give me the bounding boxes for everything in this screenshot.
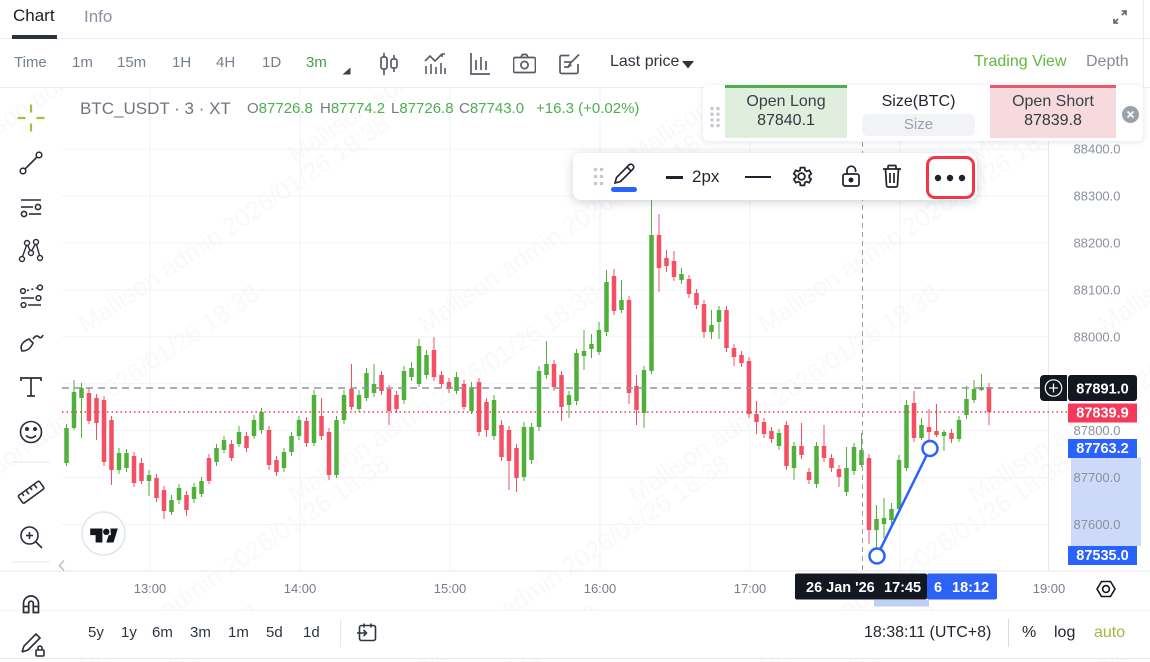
svg-text:87700.0: 87700.0: [1074, 470, 1121, 485]
svg-text:87763.2: 87763.2: [1076, 441, 1128, 457]
svg-text:17:45: 17:45: [884, 580, 921, 596]
svg-text:13:00: 13:00: [134, 581, 167, 596]
svg-text:18:12: 18:12: [952, 580, 989, 596]
svg-text:16:00: 16:00: [584, 581, 617, 596]
svg-text:15:00: 15:00: [434, 581, 467, 596]
svg-text:14:00: 14:00: [284, 581, 317, 596]
svg-text:88400.0: 88400.0: [1074, 142, 1121, 157]
svg-text:87839.9: 87839.9: [1076, 406, 1128, 422]
svg-text:88000.0: 88000.0: [1074, 329, 1121, 344]
svg-text:19:00: 19:00: [1033, 581, 1066, 596]
svg-text:26 Jan '26: 26 Jan '26: [806, 580, 875, 596]
svg-text:88300.0: 88300.0: [1074, 189, 1121, 204]
svg-text:6: 6: [934, 580, 942, 596]
svg-text:87535.0: 87535.0: [1076, 548, 1128, 564]
svg-text:87600.0: 87600.0: [1074, 517, 1121, 532]
svg-text:88100.0: 88100.0: [1074, 282, 1121, 297]
svg-text:87891.0: 87891.0: [1076, 382, 1128, 398]
svg-text:87800.0: 87800.0: [1074, 423, 1121, 438]
svg-text:88200.0: 88200.0: [1074, 236, 1121, 251]
svg-text:17:00: 17:00: [734, 581, 767, 596]
